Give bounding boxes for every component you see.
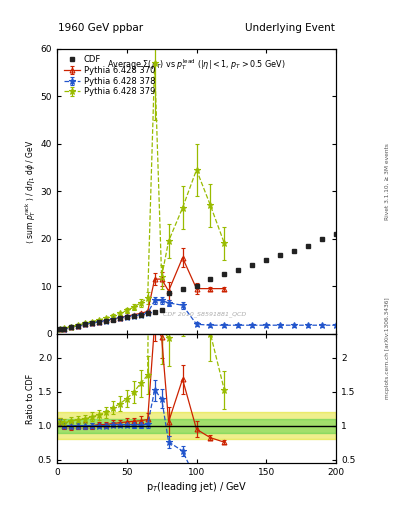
Y-axis label: $\langle$ sum $p_T^{\rm rack}$ $\rangle$ / d$\eta_1$ d$\phi$ / GeV: $\langle$ sum $p_T^{\rm rack}$ $\rangle$… (23, 139, 38, 244)
CDF (180, 286, 185, 292)
Text: CDF 2010_S8591881_QCD: CDF 2010_S8591881_QCD (163, 311, 246, 316)
CDF (208, 276, 213, 282)
Y-axis label: Ratio to CDF: Ratio to CDF (26, 373, 35, 423)
CDF (57, 327, 62, 333)
CDF (68, 324, 73, 330)
CDF (306, 243, 310, 249)
CDF (250, 262, 255, 268)
CDF (278, 252, 283, 259)
CDF (145, 310, 150, 316)
CDF (110, 316, 115, 323)
Text: 1960 GeV ppbar: 1960 GeV ppbar (58, 23, 143, 33)
Text: Underlying Event: Underlying Event (245, 23, 335, 33)
Legend: CDF, Pythia 6.428 370, Pythia 6.428 378, Pythia 6.428 379: CDF, Pythia 6.428 370, Pythia 6.428 378,… (61, 53, 158, 99)
CDF (292, 247, 296, 253)
CDF (222, 271, 227, 278)
CDF (166, 290, 171, 296)
CDF (152, 309, 157, 315)
CDF (264, 257, 269, 263)
CDF (236, 267, 241, 273)
Bar (57, 419, 336, 433)
CDF (320, 236, 325, 242)
CDF (83, 321, 87, 327)
Line: CDF: CDF (57, 231, 338, 332)
X-axis label: p$_T$(leading jet) / GeV: p$_T$(leading jet) / GeV (146, 480, 247, 494)
CDF (124, 314, 129, 320)
Text: Rivet 3.1.10, ≥ 3M events: Rivet 3.1.10, ≥ 3M events (385, 143, 389, 220)
CDF (103, 317, 108, 324)
Bar (57, 412, 336, 439)
CDF (334, 231, 338, 237)
CDF (90, 320, 94, 326)
CDF (159, 307, 164, 313)
CDF (194, 283, 199, 289)
Text: mcplots.cern.ch [arXiv:1306.3436]: mcplots.cern.ch [arXiv:1306.3436] (385, 297, 389, 399)
CDF (131, 313, 136, 319)
CDF (97, 319, 101, 325)
CDF (138, 312, 143, 318)
Text: Average $\Sigma(p_T)$ vs $p_T^{\rm lead}$ ($|\eta| < 1$, $p_T > 0.5$ GeV): Average $\Sigma(p_T)$ vs $p_T^{\rm lead}… (107, 57, 286, 72)
CDF (75, 323, 80, 329)
CDF (62, 326, 66, 332)
CDF (118, 315, 122, 322)
